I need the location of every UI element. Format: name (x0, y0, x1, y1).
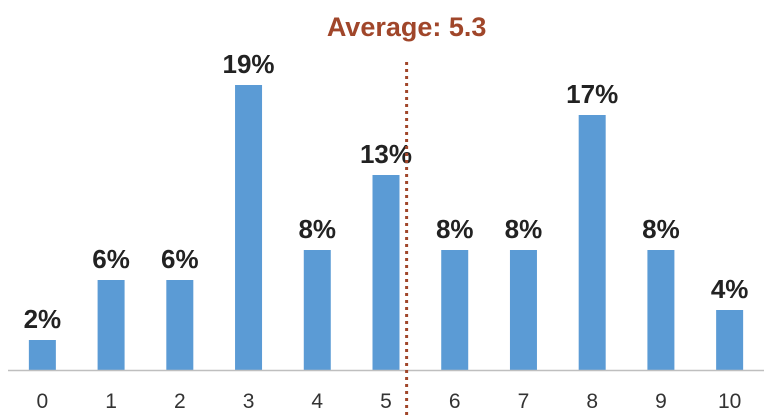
x-tick-label-2: 2 (174, 390, 186, 413)
x-tick-label-7: 7 (518, 390, 530, 413)
value-label-5: 13% (360, 139, 412, 169)
value-label-1: 6% (92, 244, 130, 274)
bar-10 (716, 310, 744, 370)
value-label-9: 8% (642, 214, 680, 244)
bar-0 (28, 340, 56, 370)
value-label-8: 17% (566, 79, 618, 109)
x-tick-label-1: 1 (105, 390, 117, 413)
bar-8 (578, 115, 606, 370)
x-tick-label-9: 9 (655, 390, 667, 413)
bar-7 (509, 250, 537, 370)
bar-6 (441, 250, 469, 370)
value-label-10: 4% (711, 274, 749, 304)
value-label-2: 6% (161, 244, 199, 274)
value-label-0: 2% (24, 304, 62, 334)
value-label-6: 8% (436, 214, 474, 244)
x-tick-label-8: 8 (586, 390, 598, 413)
bar-9 (647, 250, 675, 370)
x-tick-label-0: 0 (37, 390, 49, 413)
bar-3 (235, 85, 263, 370)
x-tick-label-3: 3 (243, 390, 255, 413)
bar-2 (166, 280, 194, 370)
value-labels-layer: 2% 6% 6% 19% 8% 13% 8% 8% 17% 8% 4% (24, 49, 749, 334)
value-label-7: 8% (505, 214, 543, 244)
x-tick-label-5: 5 (380, 390, 392, 413)
x-tick-label-6: 6 (449, 390, 461, 413)
bars-layer (28, 85, 744, 370)
value-label-4: 8% (298, 214, 336, 244)
value-label-3: 19% (223, 49, 275, 79)
x-tick-label-4: 4 (311, 390, 323, 413)
average-label: Average: 5.3 (327, 12, 487, 42)
x-tick-labels-layer: 0 1 2 3 4 5 6 7 8 9 10 (37, 390, 742, 413)
bar-1 (97, 280, 125, 370)
x-tick-label-10: 10 (718, 390, 741, 413)
bar-5 (372, 175, 400, 370)
bar-4 (303, 250, 331, 370)
